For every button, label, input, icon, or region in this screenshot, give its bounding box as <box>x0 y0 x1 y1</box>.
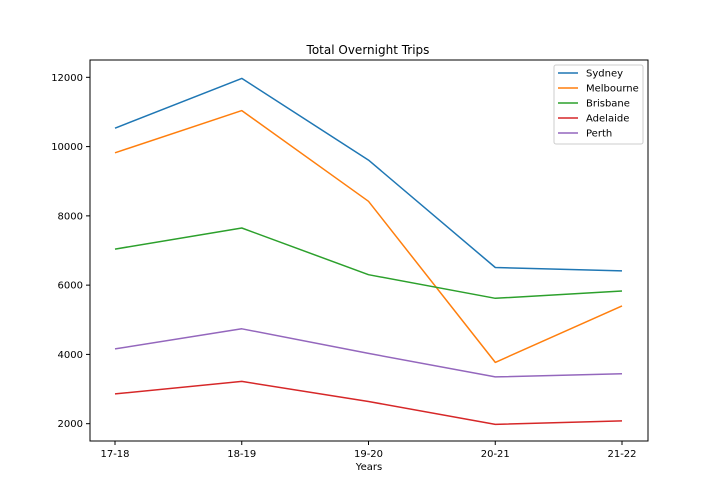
x-tick-label: 17-18 <box>100 449 129 460</box>
legend-label-melbourne: Melbourne <box>586 84 639 95</box>
series-line-adelaide <box>114 380 623 426</box>
x-axis-label: Years <box>355 462 382 473</box>
series-line-sydney <box>114 77 623 272</box>
series-line-brisbane <box>114 227 623 300</box>
x-tick-label: 19-20 <box>354 449 383 460</box>
y-tick-label: 6000 <box>58 281 83 292</box>
series-line-melbourne <box>114 109 623 364</box>
x-axis: 17-18 18-19 19-20 20-21 21-22 <box>100 441 637 460</box>
series-line-perth <box>114 328 623 378</box>
x-tick-label: 21-22 <box>607 449 636 460</box>
y-tick-label: 10000 <box>51 142 83 153</box>
y-axis: 2000 4000 6000 8000 10000 12000 <box>51 73 90 430</box>
chart-title: Total Overnight Trips <box>306 43 430 57</box>
legend-label-sydney: Sydney <box>586 69 623 80</box>
x-tick-label: 20-21 <box>481 449 510 460</box>
legend-label-adelaide: Adelaide <box>586 114 629 125</box>
legend-label-brisbane: Brisbane <box>586 99 630 110</box>
series-lines <box>114 77 623 426</box>
legend: Sydney Melbourne Brisbane Adelaide Perth <box>553 64 644 145</box>
y-tick-label: 12000 <box>51 73 83 84</box>
legend-label-perth: Perth <box>586 129 612 140</box>
x-tick-label: 18-19 <box>227 449 256 460</box>
legend-box <box>553 64 644 145</box>
y-tick-label: 4000 <box>58 350 83 361</box>
y-tick-label: 2000 <box>58 419 83 430</box>
y-tick-label: 8000 <box>58 211 83 222</box>
